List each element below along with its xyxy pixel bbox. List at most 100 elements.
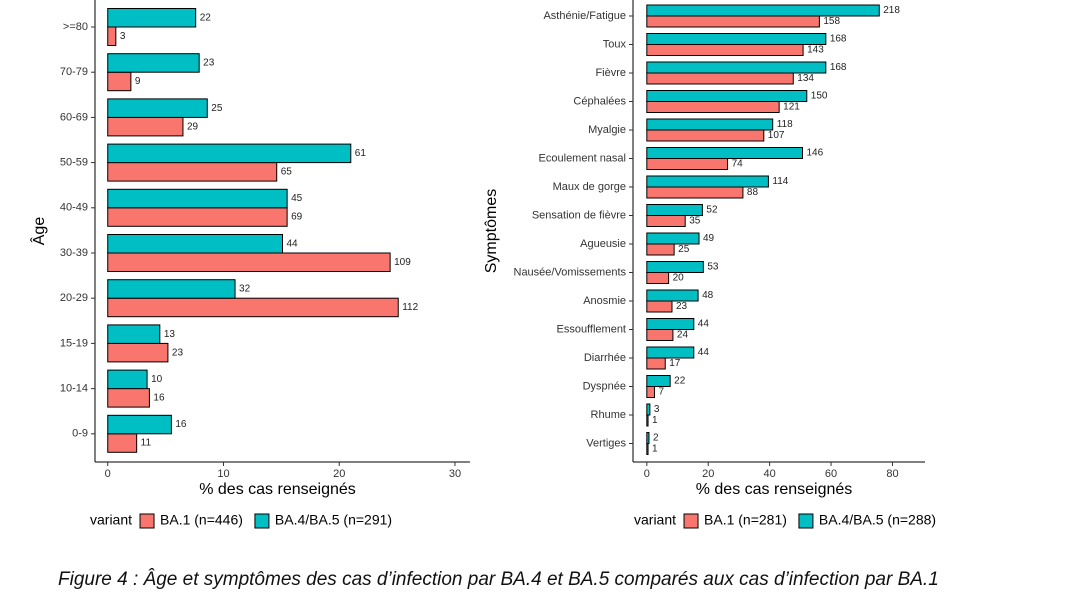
count-label: 53: [707, 262, 719, 273]
y-tick-label: Agueusie: [580, 238, 626, 250]
y-tick-label: Toux: [603, 38, 627, 50]
count-label: 24: [677, 330, 689, 341]
count-label: 35: [689, 216, 701, 227]
x-tick-label: 0: [105, 468, 111, 480]
count-label: 65: [281, 166, 293, 177]
y-tick-label: 50-59: [60, 157, 88, 169]
y-tick-label: 0-9: [72, 428, 88, 440]
count-label: 32: [239, 284, 251, 295]
y-tick-label: 10-14: [60, 383, 88, 395]
bar: [646, 33, 827, 45]
bar: [646, 215, 686, 227]
bar: [646, 346, 695, 359]
y-tick-label: 15-19: [60, 337, 88, 349]
y-tick-label: Dyspnée: [583, 380, 626, 392]
bar: [107, 143, 352, 164]
y-tick-label: Rhume: [591, 409, 626, 421]
x-tick-label: 10: [217, 468, 229, 480]
count-label: 23: [203, 58, 215, 69]
bar: [107, 8, 197, 28]
x-tick-label: 20: [702, 468, 714, 480]
y-tick-label: Essoufflement: [556, 323, 626, 335]
bar: [107, 188, 288, 209]
bar: [646, 272, 670, 284]
bar: [107, 26, 117, 46]
bar: [646, 403, 651, 416]
bar: [646, 4, 880, 17]
count-label: 29: [187, 121, 199, 132]
y-tick-label: 70-79: [60, 66, 88, 78]
y-tick-label: Asthénie/Fatigue: [543, 10, 626, 22]
count-label: 44: [698, 347, 710, 358]
y-tick-label: Maux de gorge: [553, 181, 626, 193]
bar: [107, 388, 150, 408]
y-tick-label: 60-69: [60, 111, 88, 123]
count-label: 2: [653, 433, 659, 444]
y-tick-label: Myalgie: [588, 124, 626, 136]
count-label: 17: [669, 358, 681, 369]
count-label: 22: [200, 12, 212, 23]
y-axis-title: Âge: [29, 217, 48, 246]
bar: [646, 101, 780, 113]
count-label: 25: [211, 103, 223, 114]
bar: [646, 432, 650, 444]
y-tick-label: 20-29: [60, 292, 88, 304]
y-tick-label: Anosmie: [583, 295, 626, 307]
legend-swatch: [139, 513, 155, 529]
bar: [107, 116, 184, 137]
x-tick-label: 60: [825, 468, 837, 480]
bar: [107, 53, 200, 73]
legend-label: BA.1 (n=446): [160, 512, 243, 528]
count-label: 158: [823, 16, 840, 27]
count-label: 134: [797, 73, 814, 84]
bar: [107, 234, 284, 254]
x-tick-label: 0: [644, 468, 650, 480]
legend-title: variant: [90, 512, 132, 528]
count-label: 23: [172, 347, 184, 358]
bar: [646, 129, 765, 142]
count-label: 23: [676, 301, 688, 312]
legend-label: BA.4/BA.5 (n=288): [819, 512, 936, 528]
bar: [646, 443, 649, 455]
bar: [646, 243, 675, 256]
legend-swatch: [254, 513, 270, 529]
count-label: 10: [151, 374, 163, 385]
x-tick-label: 20: [333, 468, 345, 480]
x-tick-label: 40: [764, 468, 776, 480]
bar: [107, 324, 161, 344]
bar: [107, 433, 138, 453]
count-label: 44: [698, 319, 710, 330]
bar: [107, 369, 148, 390]
bar: [646, 44, 804, 56]
count-label: 118: [777, 119, 793, 130]
bar: [646, 186, 744, 199]
bar: [646, 118, 774, 131]
count-label: 3: [120, 31, 126, 42]
bar: [107, 252, 391, 272]
bar: [646, 357, 666, 370]
bar: [107, 342, 169, 363]
y-tick-label: Céphalées: [573, 95, 626, 107]
bar: [107, 297, 399, 318]
count-label: 49: [703, 233, 715, 244]
count-label: 61: [355, 148, 367, 159]
legend-title: variant: [634, 512, 676, 528]
count-label: 88: [747, 187, 759, 198]
bar: [646, 175, 769, 188]
count-label: 146: [806, 148, 823, 159]
count-label: 13: [164, 329, 176, 340]
count-label: 112: [402, 302, 418, 313]
bar: [107, 98, 208, 118]
count-label: 16: [175, 419, 187, 430]
bar: [107, 71, 132, 92]
count-label: 16: [153, 392, 165, 403]
bar: [646, 300, 673, 313]
bar: [646, 72, 794, 85]
count-label: 69: [291, 212, 303, 223]
y-axis-title: Symptômes: [483, 189, 500, 273]
count-label: 1: [652, 444, 658, 455]
bar: [646, 414, 649, 427]
bar: [646, 204, 703, 216]
y-tick-label: Nausée/Vomissements: [514, 266, 627, 278]
